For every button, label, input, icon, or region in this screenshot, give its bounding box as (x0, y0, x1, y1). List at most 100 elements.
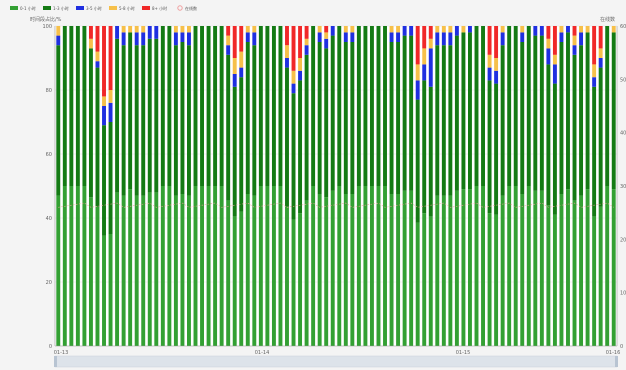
legend-swatch-s3[interactable] (109, 6, 117, 10)
bar-segment-s1[interactable] (428, 86, 433, 217)
bar-segment-s3[interactable] (598, 48, 603, 58)
bar-segment-s1[interactable] (147, 38, 152, 193)
bar-segment-s0[interactable] (324, 197, 329, 346)
bar-segment-s2[interactable] (520, 32, 525, 42)
bar-segment-s2[interactable] (154, 26, 159, 39)
bar-segment-s3[interactable] (396, 26, 401, 33)
bar-segment-s2[interactable] (396, 32, 401, 42)
bar-segment-s1[interactable] (422, 80, 427, 214)
bar-segment-s2[interactable] (173, 32, 178, 46)
bar-segment-s0[interactable] (500, 195, 505, 346)
bar-segment-s1[interactable] (193, 26, 198, 186)
bar-segment-s0[interactable] (566, 189, 570, 346)
bar-segment-s4[interactable] (291, 26, 296, 71)
bar-segment-s2[interactable] (579, 32, 584, 46)
bar-segment-s1[interactable] (441, 45, 446, 196)
bar-segment-s3[interactable] (232, 58, 237, 74)
bar-segment-s2[interactable] (245, 32, 250, 42)
bar-segment-s0[interactable] (245, 194, 250, 346)
bar-segment-s4[interactable] (494, 26, 499, 58)
bar-segment-s3[interactable] (520, 26, 525, 33)
bar-segment-s2[interactable] (500, 32, 505, 46)
bar-segment-s3[interactable] (298, 58, 303, 71)
bar-segment-s1[interactable] (173, 45, 178, 196)
bar-segment-s4[interactable] (108, 26, 113, 90)
bar-segment-s4[interactable] (428, 26, 433, 39)
bar-segment-s3[interactable] (324, 32, 329, 39)
legend-label-s3[interactable]: 5-8 小时 (119, 5, 135, 11)
bar-segment-s4[interactable] (324, 26, 329, 33)
bar-segment-s1[interactable] (69, 26, 74, 186)
bar-segment-s0[interactable] (441, 195, 446, 346)
bar-segment-s0[interactable] (180, 194, 185, 346)
bar-segment-s0[interactable] (415, 222, 420, 346)
bar-segment-s1[interactable] (128, 32, 133, 190)
bar-segment-s0[interactable] (56, 195, 61, 346)
bar-segment-s0[interactable] (585, 189, 590, 346)
bar-segment-s1[interactable] (526, 26, 531, 186)
bar-segment-s1[interactable] (579, 45, 584, 196)
bar-segment-s0[interactable] (474, 186, 479, 346)
bar-segment-s0[interactable] (343, 194, 348, 346)
bar-segment-s1[interactable] (539, 35, 544, 191)
bar-segment-s0[interactable] (579, 195, 584, 346)
bar-segment-s3[interactable] (461, 26, 466, 33)
bar-segment-s2[interactable] (454, 26, 459, 36)
bar-segment-s4[interactable] (592, 26, 597, 65)
legend-swatch-s2[interactable] (76, 6, 84, 10)
bar-segment-s0[interactable] (252, 195, 257, 346)
bar-segment-s1[interactable] (115, 38, 120, 193)
bar-segment-s0[interactable] (108, 234, 113, 346)
bar-segment-s3[interactable] (435, 26, 440, 33)
bar-segment-s3[interactable] (304, 38, 309, 46)
bar-segment-s1[interactable] (258, 26, 263, 186)
bar-segment-s0[interactable] (350, 194, 355, 346)
bar-segment-s0[interactable] (468, 189, 472, 346)
bar-segment-s0[interactable] (598, 206, 603, 346)
bar-segment-s0[interactable] (611, 189, 616, 346)
bar-segment-s2[interactable] (304, 45, 309, 55)
bar-segment-s1[interactable] (474, 26, 479, 186)
bar-segment-s0[interactable] (219, 186, 224, 346)
bar-segment-s1[interactable] (154, 38, 159, 193)
bar-segment-s4[interactable] (102, 26, 106, 97)
bar-segment-s1[interactable] (252, 45, 257, 196)
bar-segment-s0[interactable] (435, 195, 440, 346)
legend-swatch-s1[interactable] (43, 6, 51, 10)
bar-segment-s0[interactable] (454, 190, 459, 346)
bar-segment-s4[interactable] (487, 26, 492, 55)
bar-segment-s0[interactable] (232, 216, 237, 346)
bar-segment-s1[interactable] (102, 125, 106, 236)
bar-segment-s2[interactable] (552, 64, 557, 84)
bar-segment-s1[interactable] (206, 26, 211, 186)
bar-segment-s0[interactable] (304, 200, 309, 346)
bar-segment-s1[interactable] (311, 26, 316, 186)
zoom-slider[interactable] (54, 355, 618, 368)
bar-segment-s1[interactable] (108, 122, 113, 234)
bar-segment-s3[interactable] (95, 51, 100, 62)
bar-segment-s1[interactable] (585, 32, 590, 190)
bar-segment-s0[interactable] (200, 186, 204, 346)
bar-segment-s2[interactable] (494, 70, 499, 84)
bar-segment-s2[interactable] (102, 106, 106, 126)
bar-segment-s0[interactable] (337, 186, 342, 346)
bar-segment-s0[interactable] (193, 186, 198, 346)
bar-segment-s3[interactable] (415, 64, 420, 81)
bar-segment-s0[interactable] (88, 197, 93, 346)
bar-segment-s0[interactable] (167, 186, 172, 346)
bar-segment-s3[interactable] (173, 26, 178, 33)
bar-segment-s1[interactable] (343, 42, 348, 194)
legend-label-s2[interactable]: 3-5 小时 (86, 5, 102, 11)
bar-segment-s1[interactable] (356, 26, 361, 186)
legend-swatch-s4[interactable] (142, 6, 150, 10)
bar-segment-s1[interactable] (494, 83, 499, 215)
bar-segment-s3[interactable] (592, 64, 597, 78)
bar-segment-s4[interactable] (422, 26, 427, 49)
bar-segment-s0[interactable] (285, 206, 289, 346)
bar-segment-s1[interactable] (82, 26, 87, 186)
bar-segment-s0[interactable] (539, 190, 544, 346)
bar-segment-s2[interactable] (422, 64, 427, 81)
bar-segment-s1[interactable] (278, 26, 283, 186)
bar-segment-s0[interactable] (526, 186, 531, 346)
bar-segment-s1[interactable] (605, 26, 610, 186)
